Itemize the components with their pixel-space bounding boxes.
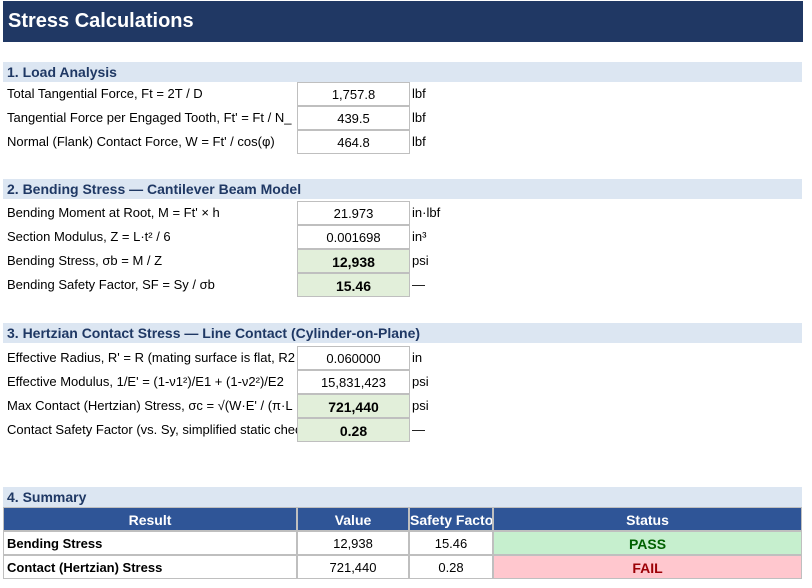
row-unit: lbf bbox=[412, 134, 426, 149]
row-value: 721,440 bbox=[297, 394, 410, 418]
row-unit: psi bbox=[412, 253, 429, 268]
row-label: Max Contact (Hertzian) Stress, σc = √(W·… bbox=[7, 398, 293, 413]
row-label: Bending Stress, σb = M / Z bbox=[7, 253, 163, 268]
table-cell: PASS bbox=[493, 531, 802, 555]
sheet-title: Stress Calculations bbox=[3, 1, 803, 42]
row-unit: — bbox=[412, 422, 425, 437]
row-unit: lbf bbox=[412, 110, 426, 125]
row-unit: psi bbox=[412, 374, 429, 389]
table-header: Value bbox=[297, 507, 409, 531]
table-header: Result bbox=[3, 507, 297, 531]
row-unit: in bbox=[412, 350, 423, 365]
table-header: Safety Factor bbox=[409, 507, 493, 531]
row-label: Tangential Force per Engaged Tooth, Ft' … bbox=[7, 110, 292, 125]
section-header: 2. Bending Stress — Cantilever Beam Mode… bbox=[3, 179, 802, 199]
section-header: 4. Summary bbox=[3, 487, 802, 507]
section-header: 3. Hertzian Contact Stress — Line Contac… bbox=[3, 323, 802, 343]
row-value: 15.46 bbox=[297, 273, 410, 297]
table-cell: 15.46 bbox=[409, 531, 493, 555]
row-value: 12,938 bbox=[297, 249, 410, 273]
row-label: Contact Safety Factor (vs. Sy, simplifie… bbox=[7, 422, 297, 437]
section-header: 1. Load Analysis bbox=[3, 62, 802, 82]
row-label: Normal (Flank) Contact Force, W = Ft' / … bbox=[7, 134, 275, 149]
row-value: 439.5 bbox=[297, 106, 410, 130]
row-unit: psi bbox=[412, 398, 429, 413]
table-cell: 12,938 bbox=[297, 531, 409, 555]
row-value: 464.8 bbox=[297, 130, 410, 154]
table-cell: 721,440 bbox=[297, 555, 409, 579]
row-label: Effective Modulus, 1/E' = (1-ν1²)/E1 + (… bbox=[7, 374, 284, 389]
row-value: 15,831,423 bbox=[297, 370, 410, 394]
row-value: 1,757.8 bbox=[297, 82, 410, 106]
table-cell: 0.28 bbox=[409, 555, 493, 579]
row-unit: lbf bbox=[412, 86, 426, 101]
row-label: Bending Moment at Root, M = Ft' × h bbox=[7, 205, 220, 220]
table-cell: Contact (Hertzian) Stress bbox=[3, 555, 297, 579]
row-unit: in·lbf bbox=[412, 205, 441, 220]
row-unit: — bbox=[412, 277, 425, 292]
table-cell: Bending Stress bbox=[3, 531, 297, 555]
row-value: 0.28 bbox=[297, 418, 410, 442]
row-value: 21.973 bbox=[297, 201, 410, 225]
row-label: Bending Safety Factor, SF = Sy / σb bbox=[7, 277, 215, 292]
row-label: Section Modulus, Z = L·t² / 6 bbox=[7, 229, 171, 244]
row-value: 0.060000 bbox=[297, 346, 410, 370]
table-cell: FAIL bbox=[493, 555, 802, 579]
row-label: Total Tangential Force, Ft = 2T / D bbox=[7, 86, 203, 101]
table-header: Status bbox=[493, 507, 802, 531]
row-unit: in³ bbox=[412, 229, 427, 244]
row-label: Effective Radius, R' = R (mating surface… bbox=[7, 350, 295, 365]
row-value: 0.001698 bbox=[297, 225, 410, 249]
